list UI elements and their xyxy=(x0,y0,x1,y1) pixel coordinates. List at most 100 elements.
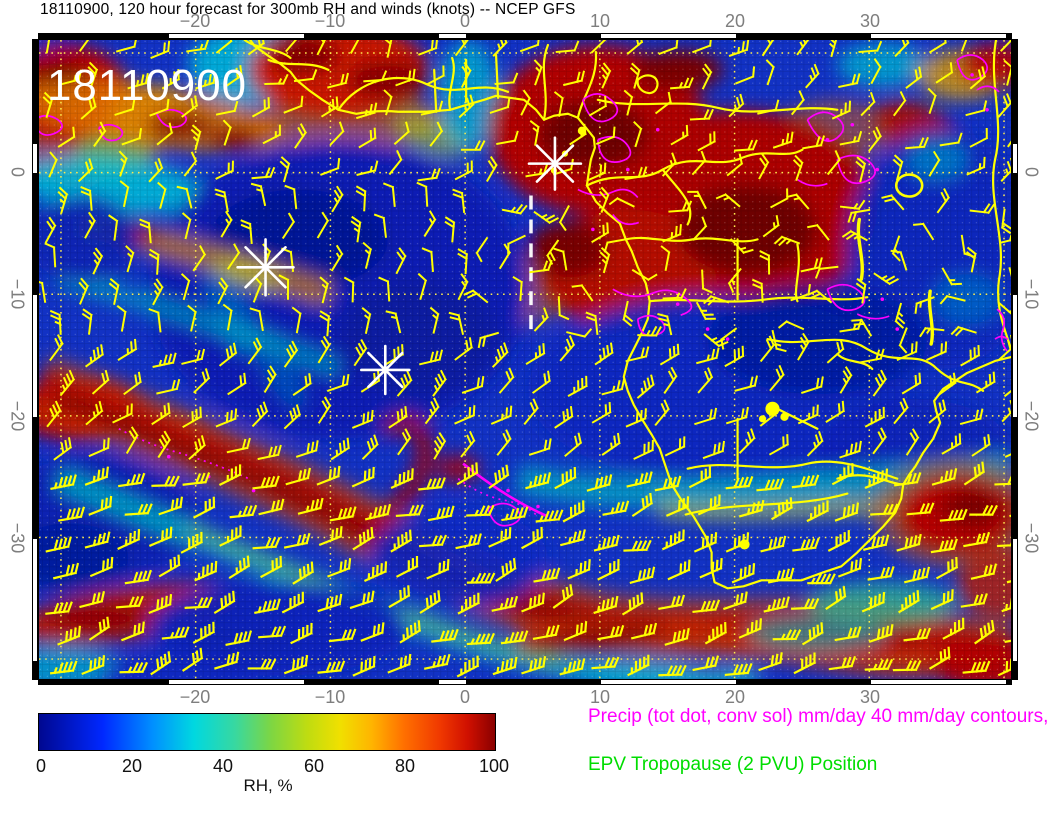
wind-barb xyxy=(525,343,546,365)
wind-barb xyxy=(429,121,444,147)
wind-barb xyxy=(533,567,561,583)
wind-barb xyxy=(419,349,444,366)
wind-barb xyxy=(125,426,139,454)
wind-barb xyxy=(295,440,319,458)
wind-barb xyxy=(53,437,73,461)
lon-tick-bottom: 20 xyxy=(724,687,746,707)
wind-barb xyxy=(1000,40,1011,52)
wind-barb xyxy=(317,396,332,424)
wind-barb xyxy=(252,536,281,550)
lat-tick-right: −30 xyxy=(1021,522,1042,554)
wind-barb xyxy=(661,152,677,177)
wind-barb xyxy=(997,301,1011,317)
wind-barb xyxy=(892,154,904,181)
wind-barb xyxy=(257,444,282,461)
wind-barb xyxy=(424,653,451,670)
wind-barb xyxy=(215,100,239,116)
wind-barb xyxy=(444,216,456,243)
wind-barb xyxy=(222,119,232,146)
lon-tick-bottom: −10 xyxy=(314,687,346,707)
wind-barb xyxy=(814,265,839,279)
wind-barb xyxy=(525,472,552,490)
wind-barb xyxy=(79,590,106,609)
asterisk-markers xyxy=(236,136,583,396)
wind-barb xyxy=(926,341,948,362)
wind-barb xyxy=(928,40,947,54)
wind-barb xyxy=(1000,157,1011,182)
wind-barb xyxy=(997,93,1011,118)
wind-barb xyxy=(496,429,512,456)
wind-barb xyxy=(903,627,932,642)
wind-barb xyxy=(52,562,80,580)
wind-barb xyxy=(121,127,143,146)
wind-barb xyxy=(759,250,771,275)
wind-barb xyxy=(841,229,868,242)
wind-barb xyxy=(724,345,745,368)
wind-barb xyxy=(283,532,311,549)
wind-barb xyxy=(457,273,469,301)
wind-barb xyxy=(531,370,551,394)
wind-barb xyxy=(762,214,780,238)
wind-barb xyxy=(725,476,754,490)
asterisk-marker xyxy=(360,344,411,396)
epv-legend: EPV Tropopause (2 PVU) Position xyxy=(588,754,878,775)
wind-barb xyxy=(390,529,413,553)
wind-barb xyxy=(839,130,863,146)
wind-barb xyxy=(928,150,941,177)
wind-barb xyxy=(839,440,862,459)
wind-barb xyxy=(759,402,779,427)
wind-barb xyxy=(599,186,610,213)
wind-barb xyxy=(184,596,213,609)
wind-barb xyxy=(772,131,794,149)
wind-barb xyxy=(112,403,133,424)
wind-barb xyxy=(772,629,802,641)
wind-barb xyxy=(88,437,110,458)
wind-barb xyxy=(218,464,242,486)
wind-barb xyxy=(529,120,540,146)
wind-barb xyxy=(759,335,776,363)
wind-barb xyxy=(352,526,374,551)
wind-barb xyxy=(489,96,511,114)
wind-barb xyxy=(855,277,867,304)
wind-barb xyxy=(251,97,271,118)
wind-barb xyxy=(870,58,882,85)
wind-barb xyxy=(192,496,216,519)
wind-barb xyxy=(860,91,876,117)
wind-barb xyxy=(631,268,658,282)
wind-barb xyxy=(555,40,580,54)
wind-barb xyxy=(623,89,634,116)
wind-barb xyxy=(426,65,445,86)
wind-barb xyxy=(687,190,707,210)
wind-barb xyxy=(283,404,302,430)
wind-barb xyxy=(158,554,181,578)
lon-tick-top: 20 xyxy=(724,11,746,31)
wind-barb xyxy=(601,378,626,396)
rh-colorbar xyxy=(38,713,496,751)
wind-barb xyxy=(240,219,253,245)
wind-barb xyxy=(557,296,570,321)
wind-barb xyxy=(148,526,173,547)
wind-barb xyxy=(247,40,266,56)
wind-barb xyxy=(905,66,923,89)
wind-barb xyxy=(124,569,152,585)
wind-barb xyxy=(625,408,647,428)
wind-barb xyxy=(423,210,437,237)
wind-barb xyxy=(45,536,72,553)
lon-tick-top: −10 xyxy=(314,11,346,31)
wind-barb xyxy=(529,259,553,274)
wind-barb xyxy=(864,468,889,489)
lat-tick-right: −10 xyxy=(1021,278,1042,310)
wind-barb xyxy=(974,619,995,645)
wind-barb xyxy=(117,472,146,488)
wind-barb xyxy=(633,120,643,148)
wind-barb xyxy=(57,126,76,148)
wind-barb xyxy=(569,123,587,146)
wind-barb xyxy=(519,40,541,53)
wind-barb xyxy=(792,154,804,182)
wind-barb xyxy=(637,325,662,337)
wind-barb xyxy=(127,73,149,90)
wind-barb xyxy=(975,371,996,394)
wind-barb xyxy=(696,347,720,365)
wind-barb xyxy=(994,473,1011,486)
lat-tick-left: −10 xyxy=(7,278,28,310)
